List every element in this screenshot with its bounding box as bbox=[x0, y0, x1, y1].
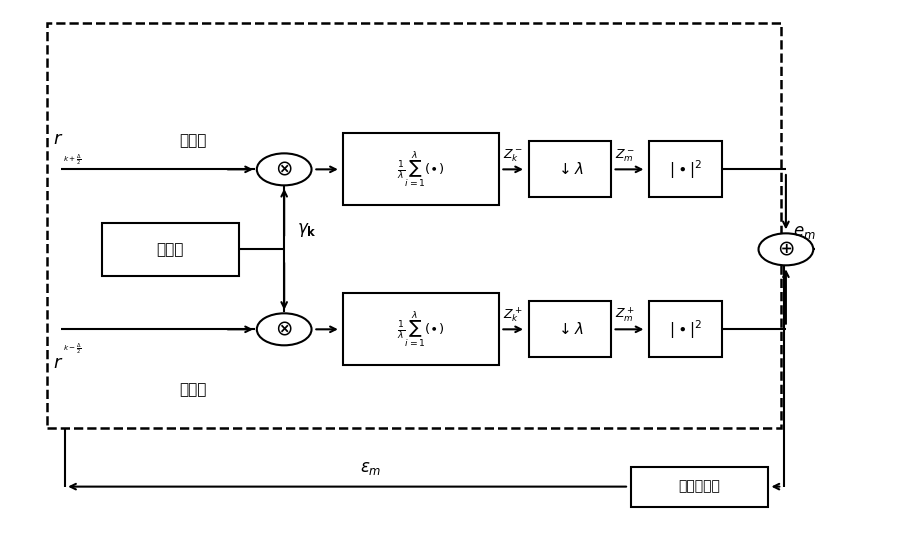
Bar bbox=[529, 142, 610, 197]
Bar bbox=[649, 301, 722, 358]
Text: $|\bullet|^2$: $|\bullet|^2$ bbox=[669, 158, 703, 181]
Text: $\downarrow\lambda$: $\downarrow\lambda$ bbox=[555, 321, 584, 337]
Text: $\frac{1}{\lambda}\sum_{i=1}^{\lambda}(\bullet)$: $\frac{1}{\lambda}\sum_{i=1}^{\lambda}(\… bbox=[397, 150, 445, 189]
Bar bbox=[47, 23, 781, 428]
Text: 迟支路: 迟支路 bbox=[179, 133, 207, 148]
Text: 早支路: 早支路 bbox=[179, 383, 207, 398]
Bar bbox=[102, 222, 239, 276]
Text: $|\bullet|^2$: $|\bullet|^2$ bbox=[669, 318, 703, 341]
Text: $Z_m^-$: $Z_m^-$ bbox=[615, 147, 635, 164]
Text: $\gamma_\mathbf{k}$: $\gamma_\mathbf{k}$ bbox=[297, 221, 317, 239]
Text: $_{k-\frac{\Delta}{2}}$: $_{k-\frac{\Delta}{2}}$ bbox=[62, 342, 81, 356]
Text: $r$: $r$ bbox=[53, 354, 64, 372]
Text: $r$: $r$ bbox=[53, 130, 64, 148]
Bar bbox=[630, 467, 768, 507]
Text: $\otimes$: $\otimes$ bbox=[275, 159, 293, 180]
Text: $Z_k^+$: $Z_k^+$ bbox=[503, 305, 522, 324]
Bar bbox=[343, 133, 499, 205]
Text: 本地码: 本地码 bbox=[156, 242, 184, 257]
Text: $_{k+\frac{\Delta}{2}}$: $_{k+\frac{\Delta}{2}}$ bbox=[62, 152, 81, 167]
Circle shape bbox=[257, 153, 311, 185]
Text: $Z_m^+$: $Z_m^+$ bbox=[615, 305, 635, 324]
Circle shape bbox=[257, 314, 311, 345]
Text: $e_m$: $e_m$ bbox=[793, 224, 816, 241]
Bar bbox=[343, 293, 499, 366]
Text: $\frac{1}{\lambda}\sum_{i=1}^{\lambda}(\bullet)$: $\frac{1}{\lambda}\sum_{i=1}^{\lambda}(\… bbox=[397, 309, 445, 349]
Text: $\otimes$: $\otimes$ bbox=[275, 319, 293, 339]
Bar bbox=[529, 301, 610, 358]
Text: 环路滤波器: 环路滤波器 bbox=[678, 480, 720, 494]
Circle shape bbox=[759, 233, 813, 265]
Text: $\varepsilon_m$: $\varepsilon_m$ bbox=[361, 459, 382, 477]
Text: $\oplus$: $\oplus$ bbox=[777, 240, 794, 259]
Bar bbox=[649, 142, 722, 197]
Text: $Z_k^-$: $Z_k^-$ bbox=[503, 147, 522, 164]
Text: $\downarrow\lambda$: $\downarrow\lambda$ bbox=[555, 161, 584, 177]
